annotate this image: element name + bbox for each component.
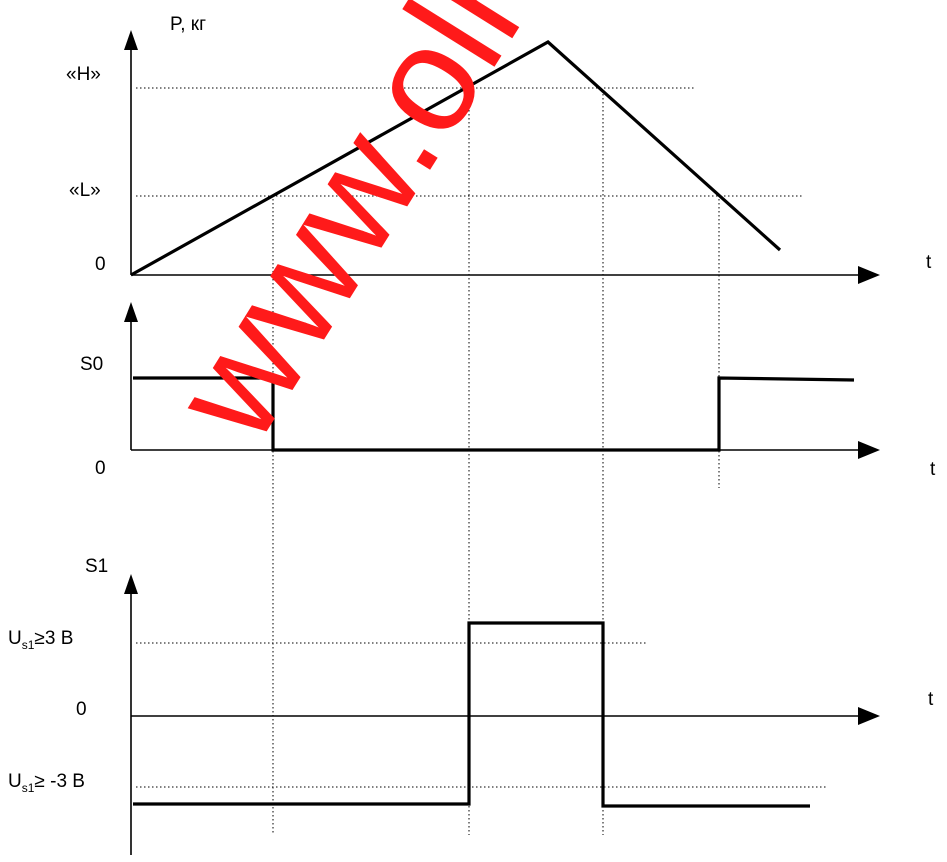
s0-origin-label: 0 [95, 458, 106, 479]
graph-s0: S0 0 t [80, 302, 936, 480]
s1-zero-label: 0 [76, 699, 87, 720]
s1-y-label: S1 [85, 556, 108, 577]
s0-x-arrow [858, 441, 880, 459]
graph-weight: P, кг «H» «L» 0 t [66, 14, 932, 284]
weight-x-arrow [858, 266, 880, 284]
level-low-label: «L» [69, 180, 101, 201]
weight-origin-label: 0 [95, 254, 106, 275]
s1-low-level-label: Us1≥ -3 В [8, 771, 85, 795]
watermark-text: www.olm.ru [139, 0, 693, 468]
weight-curve [130, 40, 782, 277]
level-high-label: «H» [66, 64, 101, 85]
s1-y-arrow [124, 574, 138, 594]
weight-x-label: t [926, 252, 932, 273]
s0-y-label: S0 [80, 354, 103, 375]
s0-y-arrow [124, 302, 138, 322]
s1-high-level-label: Us1≥3 В [8, 628, 73, 652]
s1-signal [133, 621, 810, 808]
s0-x-label: t [930, 459, 936, 480]
s1-x-arrow [858, 707, 880, 725]
weight-y-label: P, кг [170, 14, 206, 35]
s1-x-label: t [928, 689, 934, 710]
graph-s1: S1 Us1≥3 В 0 Us1≥ -3 В t [8, 556, 934, 855]
weight-y-arrow [124, 30, 138, 50]
s0-signal [133, 376, 855, 452]
